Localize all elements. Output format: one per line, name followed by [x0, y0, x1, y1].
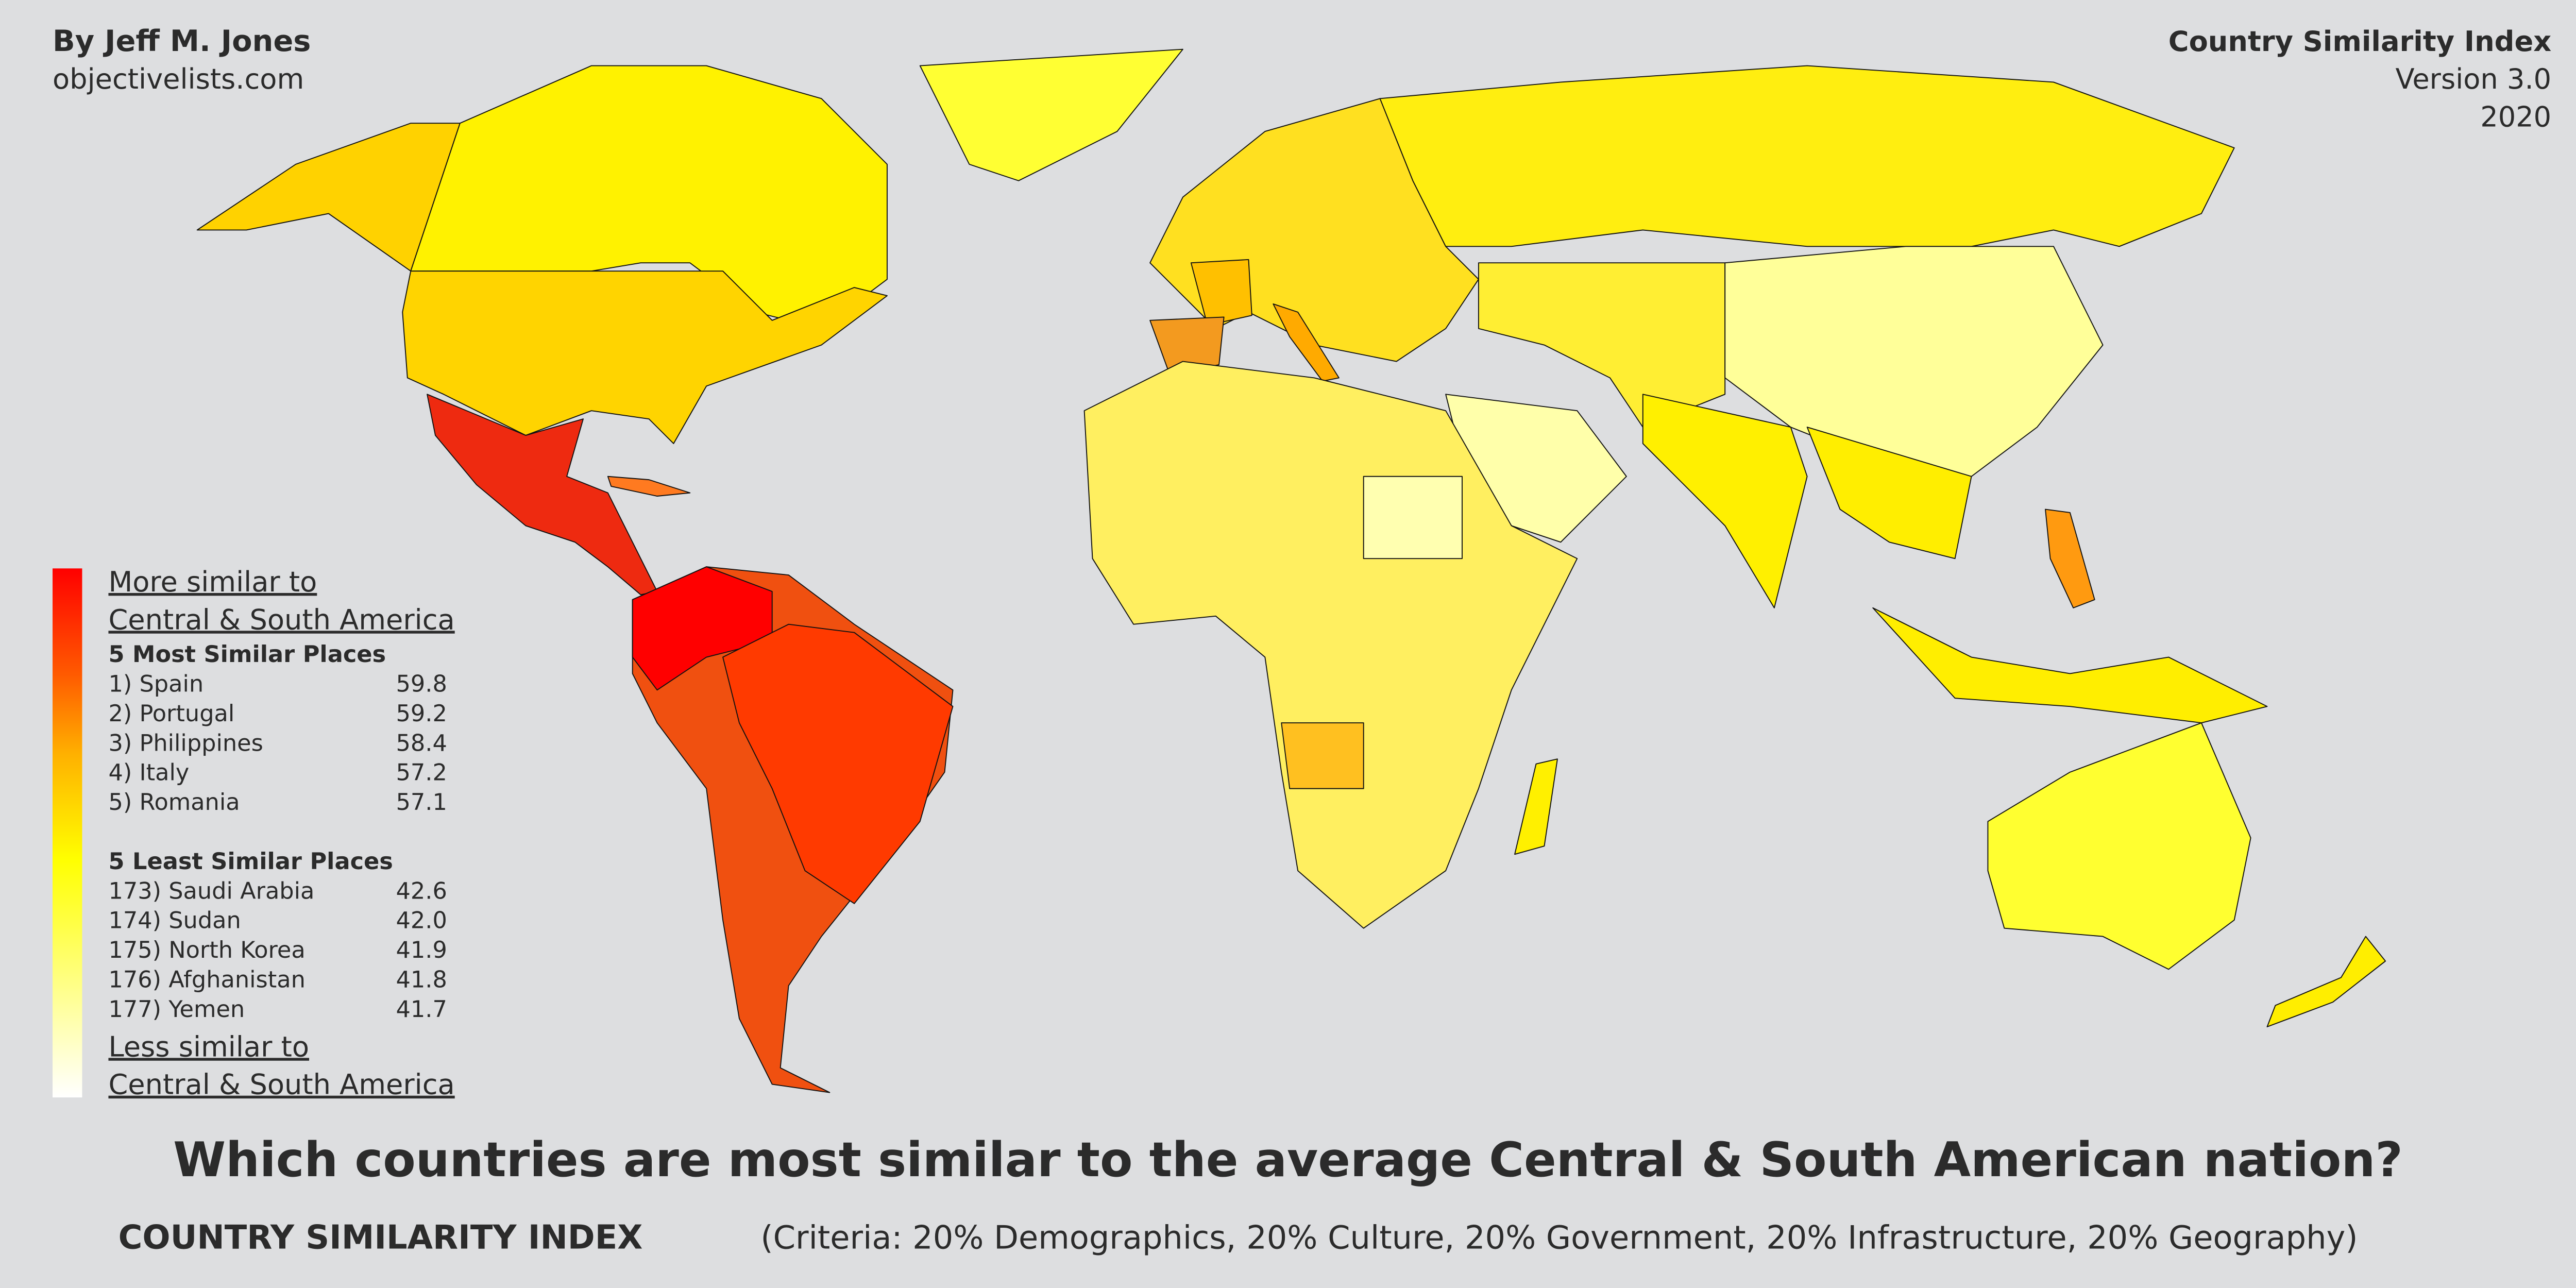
- sudan: [1363, 476, 1463, 560]
- legend-color-bar: [53, 568, 82, 1098]
- score: 42.0: [396, 907, 447, 934]
- score: 42.6: [396, 877, 447, 904]
- central-asia: [1478, 262, 1726, 428]
- angola: [1281, 722, 1364, 789]
- rank-place: 177) Yemen: [108, 996, 245, 1023]
- score: 41.7: [396, 996, 447, 1023]
- philippines: [2045, 509, 2095, 608]
- score: 58.4: [396, 730, 447, 756]
- version: Version 3.0: [2395, 63, 2551, 95]
- footer-brand: COUNTRY SIMILARITY INDEX: [118, 1218, 643, 1257]
- rank-place: 5) Romania: [108, 789, 240, 816]
- rank-place: 174) Sudan: [108, 907, 241, 934]
- score: 57.1: [396, 789, 447, 816]
- rank-place: 176) Afghanistan: [108, 966, 305, 993]
- score: 59.8: [396, 670, 447, 697]
- rank-place: 4) Italy: [108, 759, 189, 786]
- index-title: Country Similarity Index: [2168, 25, 2551, 58]
- iberia: [1149, 316, 1225, 375]
- world-map: [196, 48, 2386, 1093]
- greenland: [919, 48, 1183, 181]
- score: 41.9: [396, 937, 447, 963]
- russia: [1379, 65, 2235, 247]
- legend-top-label: More similar to: [108, 566, 317, 598]
- new-zealand: [2266, 936, 2386, 1027]
- italy: [1273, 303, 1340, 382]
- rank-place: 2) Portugal: [108, 700, 234, 727]
- legend-bottom-label: Central & South America: [108, 1069, 454, 1101]
- southeast-asia: [1806, 427, 1972, 560]
- legend-top-label: Central & South America: [108, 603, 454, 636]
- madagascar: [1514, 758, 1558, 855]
- united-states: [402, 270, 888, 444]
- australia: [1987, 722, 2251, 970]
- author: By Jeff M. Jones: [53, 24, 311, 58]
- rank-place: 173) Saudi Arabia: [108, 877, 314, 904]
- year: 2020: [2480, 101, 2551, 133]
- score: 57.2: [396, 759, 447, 786]
- text-layer: By Jeff M. Jones objectivelists.com Coun…: [53, 24, 2551, 1257]
- score: 41.8: [396, 966, 447, 993]
- list-heading: 5 Least Similar Places: [108, 848, 393, 875]
- mexico-central-america: [427, 394, 658, 596]
- brazil: [722, 623, 954, 904]
- cuba: [607, 476, 691, 497]
- rank-place: 1) Spain: [108, 670, 204, 697]
- legend-bottom-label: Less similar to: [108, 1030, 309, 1063]
- france: [1190, 259, 1252, 326]
- china: [1724, 246, 2104, 477]
- india: [1642, 394, 1808, 608]
- indonesia: [1872, 607, 2268, 724]
- rank-place: 175) North Korea: [108, 937, 305, 963]
- rank-place: 3) Philippines: [108, 730, 263, 756]
- main-title: Which countries are most similar to the …: [173, 1132, 2403, 1188]
- site: objectivelists.com: [53, 63, 304, 95]
- score: 59.2: [396, 700, 447, 727]
- list-heading: 5 Most Similar Places: [108, 641, 386, 668]
- footer-criteria: (Criteria: 20% Demographics, 20% Culture…: [760, 1218, 2358, 1256]
